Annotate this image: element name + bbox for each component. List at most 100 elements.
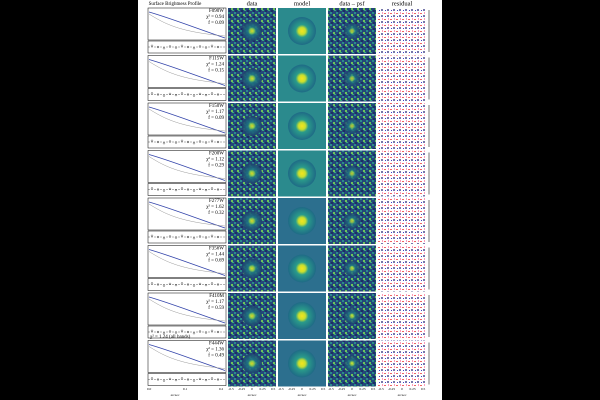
residual-point (174, 236, 178, 239)
data-source (242, 163, 262, 184)
column-title: data – psf (339, 0, 365, 7)
residual-point (174, 379, 178, 382)
band-label: F200W (209, 152, 224, 157)
residual-image (378, 245, 426, 292)
residual-point (162, 237, 166, 240)
residual-point (150, 187, 154, 190)
residual-point (216, 93, 220, 96)
residual-point (210, 187, 214, 190)
data-source (242, 306, 262, 326)
model-source (288, 17, 316, 45)
colorbar (428, 152, 430, 195)
residual-point (192, 284, 196, 287)
chi2-label: χ² = 0.94 (206, 14, 224, 20)
residual-point (168, 187, 172, 190)
band-label: F115W (209, 57, 224, 62)
band-label: F277W (209, 199, 224, 204)
fsd-label: f = 0.49 (208, 354, 224, 359)
profile-model-curve (148, 59, 226, 86)
data-psf-source (344, 213, 360, 229)
residual-point (150, 234, 154, 237)
profile-psf-curve (148, 346, 226, 369)
residual-point (180, 329, 184, 332)
residual-point (150, 282, 154, 285)
x-tick-label: 0 (301, 387, 303, 391)
column-title: model (294, 0, 310, 7)
residual-point (204, 284, 208, 287)
residual-point (180, 92, 184, 95)
data-psf-source (344, 118, 360, 134)
residual-point (162, 332, 166, 335)
residual-point (216, 330, 220, 334)
x-tick-label: -0.25 (238, 387, 246, 391)
residual-point (186, 45, 190, 49)
x-axis-label: arcsec (348, 393, 357, 397)
residual-point (192, 237, 196, 240)
residual-point (216, 235, 220, 239)
x-tick-label: -0.25 (338, 387, 346, 391)
x-tick-label: -0.5 (278, 387, 284, 391)
residual-image (378, 340, 426, 387)
colorbar (428, 247, 430, 290)
residual-point (162, 142, 166, 145)
data-psf-source (344, 70, 360, 87)
profile-psf-curve (148, 13, 226, 37)
residual-point (198, 92, 202, 95)
residual-point (174, 284, 178, 287)
residual-point (162, 284, 166, 287)
residual-image (378, 55, 426, 102)
residual-point (168, 282, 172, 285)
residual-point (204, 46, 208, 49)
column-title: residual (392, 0, 413, 7)
data-source (242, 258, 262, 279)
fsd-label: f = 0.29 (208, 164, 224, 169)
residual-point (204, 141, 208, 144)
band-label: F150W (209, 104, 224, 109)
fsd-label: f = 0.59 (208, 306, 224, 311)
residual-point (156, 140, 160, 144)
column-title: Surface Brightness Profile (149, 2, 203, 7)
residual-point (198, 45, 202, 48)
residual-point (192, 332, 196, 335)
residual-point (186, 330, 190, 334)
profile-model-curve (148, 344, 226, 371)
x-axis-label: arcsec (171, 393, 180, 397)
data-source (242, 68, 262, 89)
residual-point (204, 331, 208, 334)
residual-point (150, 44, 154, 47)
residual-point (180, 234, 184, 237)
residual-point (174, 46, 178, 49)
residual-point (174, 141, 178, 144)
residual-point (180, 282, 184, 285)
data-psf-source (344, 165, 360, 182)
colorbar (428, 57, 430, 100)
residual-point (168, 140, 172, 143)
x-tick-label: 0 (251, 387, 253, 391)
residual-point (180, 187, 184, 190)
residual-image (378, 103, 426, 149)
residual-point (186, 378, 190, 381)
residual-point (210, 44, 214, 47)
fsd-label: f = 0.69 (208, 259, 224, 264)
residual-point (210, 234, 214, 237)
residual-point (162, 379, 166, 382)
data-psf-source (344, 308, 360, 324)
x-tick-label: 0.5 (371, 387, 376, 391)
overall-fit: χ² = 1.24 (all bands) (150, 334, 191, 340)
x-tick-label: 0.5 (321, 387, 326, 391)
residual-image (378, 150, 426, 197)
model-source (288, 159, 316, 188)
x-tick-label: -0.25 (288, 387, 296, 391)
residual-point (204, 236, 208, 239)
residual-point (198, 140, 202, 143)
chi2-label: χ² = 1.44 (206, 252, 224, 258)
model-source (288, 207, 316, 235)
residual-point (168, 92, 172, 95)
residual-point (162, 94, 166, 97)
residual-point (216, 140, 220, 144)
residual-point (204, 379, 208, 382)
x-tick-label: 0.5 (421, 387, 426, 391)
residual-point (204, 94, 208, 97)
residual-point (180, 139, 184, 142)
